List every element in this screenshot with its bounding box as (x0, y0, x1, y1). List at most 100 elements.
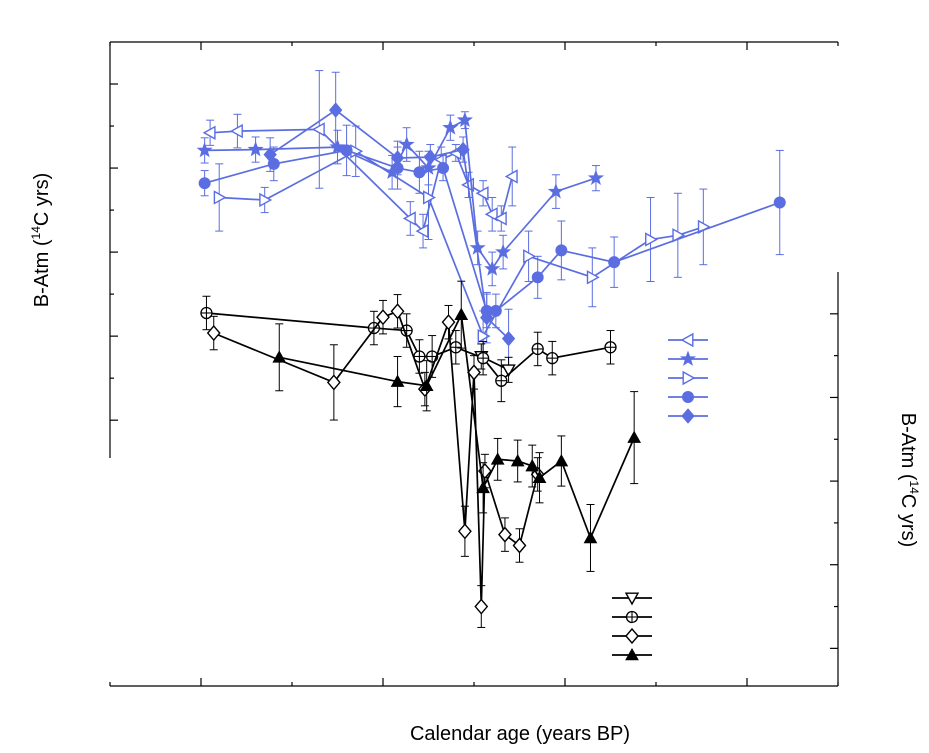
series-3k-4-7km (263, 71, 516, 369)
series-4g-2-1km (196, 111, 604, 287)
legends (612, 332, 708, 661)
series-17gca-1-0km-point (449, 341, 462, 354)
series-4g-2-1km-point (329, 138, 346, 154)
legend-i-margin-swatch-marker (682, 391, 694, 403)
series-6k-3-7km-point (555, 244, 568, 257)
series-17gca-1-0km-point (200, 306, 213, 320)
series-17gca-1-0km-point (495, 374, 508, 387)
series-6k-3-7km-point (340, 144, 353, 157)
series-4g-2-1km-point (547, 183, 564, 199)
series-3k-4-7km-point (423, 149, 437, 165)
series-md09-3256-3-5km-point (476, 480, 490, 494)
series-4g-2-1km-point (456, 111, 473, 127)
series-17gca-1-0km-point (531, 342, 544, 356)
series-md99-3-1km-line (219, 150, 704, 339)
series-md09-3256-3-5km-point (525, 459, 540, 472)
series-10k-1-1km-point (311, 122, 325, 137)
series-10k-1-1km-point (229, 123, 243, 139)
series-md09-3256-3-5km-point (454, 307, 469, 320)
series-3k-4-7km-point (263, 146, 277, 163)
series-md09-3257-2-4km-line (213, 310, 539, 607)
series-3k-4-7km-point (390, 150, 405, 166)
series-md09-3256-3-5km-point (390, 374, 405, 387)
series-md09-3256-3-5km-point (490, 452, 505, 465)
legend-brazil-margin-swatch-marker (624, 592, 640, 606)
series-3k-4-7km-line (269, 109, 510, 340)
legend-i-margin-swatch-marker (681, 408, 695, 424)
series-md09-3256-3-5km-point (554, 453, 569, 467)
series-6k-3-7km-line (204, 149, 781, 312)
legend-brazil-margin-swatch-marker (625, 610, 639, 624)
series-md09-3257-2-4km-point (498, 526, 512, 543)
series-20gca-0-7km-point (501, 364, 516, 378)
right-y-label-sup: 14 (907, 481, 921, 495)
series-10k-1-1km (202, 70, 518, 249)
series-md99-3-1km-point (645, 232, 658, 247)
series-4g-2-1km-point (247, 141, 264, 157)
legend-i-margin-swatch-marker (679, 350, 697, 366)
series-md99-3-1km-point (586, 270, 600, 285)
series-10k-1-1km-point (484, 207, 498, 222)
series-3k-4-7km-point (329, 102, 343, 118)
series-6k-3-7km-point (531, 271, 544, 284)
series-10k-1-1km-point (202, 125, 216, 140)
series-md09-3257-2-4km-point (390, 303, 405, 320)
series-md09-3257-2-4km-point (457, 523, 472, 540)
series-md09-3257-2-4km-point (376, 309, 390, 326)
series-md09-3256-3-5km-line (279, 311, 635, 541)
series-md09-3256-3-5km-point (510, 453, 525, 467)
legend-brazil-margin-swatch-marker (625, 647, 639, 661)
series-md99-3-1km-point (523, 249, 537, 264)
series-3k-4-7km-point (501, 330, 516, 347)
series-4g-2-1km-point (398, 136, 415, 152)
right-y-label-main: B-Atm ( (897, 413, 919, 481)
series-3k-4-7km-point (480, 309, 494, 326)
series-4g-2-1km-point (587, 169, 604, 186)
series-10k-1-1km-point (493, 211, 507, 226)
series-4g-2-1km-point (484, 260, 501, 276)
left-y-label-main: B-Atm ( (31, 239, 53, 307)
legend-i-margin (668, 332, 708, 424)
series-17gca-1-0km-point (476, 351, 490, 365)
right-y-axis-label: B-Atm (14C yrs) (897, 413, 921, 547)
series-md99-3-1km-point (477, 328, 491, 344)
left-y-label-tail: C yrs) (31, 173, 53, 226)
series-6k-3-7km-point (489, 304, 502, 317)
series-layer (196, 70, 786, 628)
series-6k-3-7km-point (608, 256, 621, 269)
series-6k-3-7km-point (437, 162, 450, 175)
series-md09-3256-3-5km-point (627, 430, 642, 443)
series-4g-2-1km-point (495, 243, 512, 260)
legend-brazil-margin (612, 592, 652, 661)
axis-ticks (109, 42, 839, 686)
series-md09-3256-3-5km-point (583, 530, 598, 544)
series-17gca-1-0km (200, 295, 617, 403)
series-md09-3257-2-4km-point (441, 314, 456, 331)
series-md09-3256-3-5km-point (419, 378, 434, 392)
series-17gca-1-0km-point (413, 350, 426, 363)
right-y-label-tail: C yrs) (897, 494, 919, 547)
series-md09-3257-2-4km-point (206, 324, 221, 342)
series-md09-3256-3-5km-point (272, 350, 287, 363)
series-md09-3257-2-4km-point (467, 364, 481, 381)
legend-i-margin-swatch-marker (682, 370, 696, 386)
series-md09-3256-3-5km (272, 280, 642, 572)
series-10k-1-1km-point (475, 186, 489, 201)
series-4g-2-1km-point (442, 119, 459, 135)
left-y-label-sup: 14 (29, 226, 43, 240)
series-10k-1-1km-point (415, 223, 429, 239)
series-md09-3257-2-4km-point (326, 374, 341, 391)
series-md99-3-1km-point (423, 190, 436, 205)
series-md99-3-1km (213, 125, 711, 362)
series-17gca-1-0km-point (546, 351, 559, 365)
series-4g-2-1km-point (196, 141, 213, 158)
series-17gca-1-0km-point (604, 341, 617, 354)
series-6k-3-7km-point (413, 166, 426, 179)
legend-brazil-margin-swatch-marker (625, 627, 639, 645)
x-axis-label: Calendar age (years BP) (410, 723, 630, 745)
left-y-axis-label: B-Atm (14C yrs) (29, 173, 53, 307)
series-6k-3-7km-point (773, 196, 786, 209)
series-md09-3257-2-4km-point (512, 537, 527, 554)
series-md99-3-1km-point (213, 190, 227, 205)
